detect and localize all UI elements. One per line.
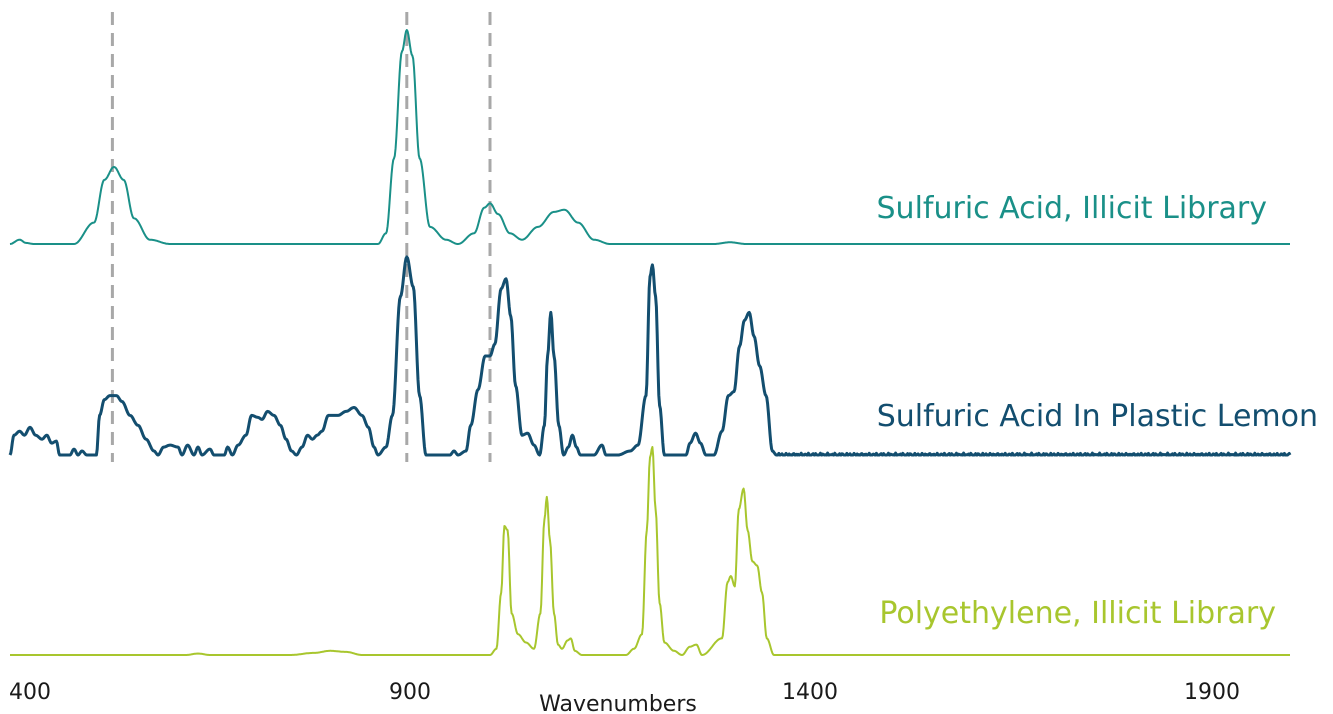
x-tick-label-1900: 1900 [1184,680,1240,705]
x-tick-label-1400: 1400 [782,680,838,705]
reference-lines [110,12,492,462]
spectrum-traces [8,29,1292,656]
x-tick-label-400: 400 [9,680,51,705]
series-label-polyethylene-illicit: Polyethylene, Illicit Library [879,596,1276,631]
series-line-sulfuric-acid-illicit [9,29,1291,245]
series-line-sulfuric-acid-plastic-lemon [8,255,1292,457]
series-label-sulfuric-acid-illicit: Sulfuric Acid, Illicit Library [877,191,1267,226]
x-tick-label-900: 900 [389,680,431,705]
series-line-polyethylene-illicit [9,446,1291,656]
series-label-sulfuric-acid-plastic-lemon: Sulfuric Acid In Plastic Lemon [877,399,1318,434]
x-axis-title: Wavenumbers [539,692,697,714]
